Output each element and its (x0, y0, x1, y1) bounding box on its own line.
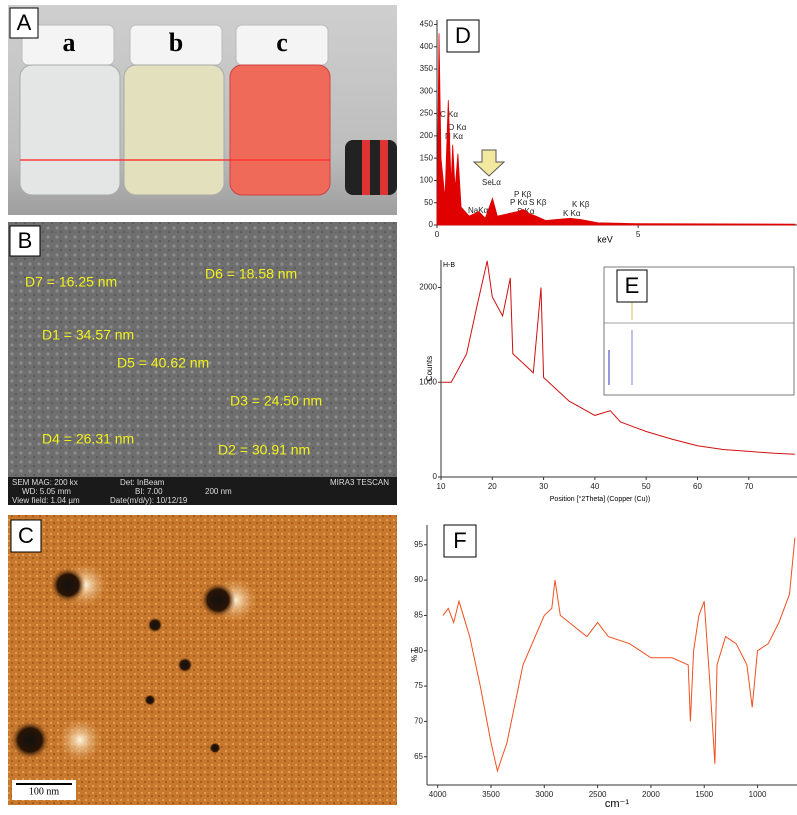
y-axis-label: Counts (425, 356, 434, 381)
x-axis-label: keV (597, 234, 613, 244)
y-tick-label: 95 (414, 540, 423, 549)
panel-label: A (17, 10, 32, 35)
y-tick-label: 0 (429, 220, 434, 229)
x-tick-label: 5 (636, 230, 641, 239)
sample-label: c (276, 28, 288, 57)
sem-info: WD: 5.05 mm (22, 487, 71, 496)
panel-label: C (18, 523, 34, 548)
y-tick-label: 65 (414, 752, 423, 761)
panel-label: D (455, 23, 471, 48)
sem-info: MIRA3 TESCAN (330, 478, 389, 487)
y-tick-label: 300 (420, 86, 434, 95)
x-tick-label: 10 (437, 482, 446, 491)
x-tick-label: 70 (744, 482, 753, 491)
peak-label: K Kβ (572, 200, 590, 209)
panel-tag: H-B (443, 262, 455, 269)
x-tick-label: 1500 (695, 790, 713, 799)
panel-a: A a b c (8, 5, 397, 215)
x-tick-label: 20 (488, 482, 497, 491)
x-tick-label: 3000 (535, 790, 553, 799)
measurement: D6 = 18.58 nm (205, 266, 297, 282)
x-tick-label: 40 (590, 482, 599, 491)
spectrum-area (437, 33, 795, 225)
panel-c: C 100 nm (8, 515, 397, 805)
x-tick-label: 0 (435, 230, 440, 239)
measurement: D1 = 34.57 nm (42, 327, 134, 343)
y-tick-label: 100 (420, 176, 434, 185)
peak-label: O Kα (448, 123, 467, 132)
x-tick-label: 4000 (429, 790, 447, 799)
y-tick-label: 250 (420, 109, 434, 118)
y-tick-label: 75 (414, 681, 423, 690)
scale-bar-label: 100 nm (29, 786, 60, 797)
y-tick-label: 85 (414, 611, 423, 620)
x-tick-label: 3500 (482, 790, 500, 799)
peak-label: K Kα (563, 209, 581, 218)
x-tick-label: 30 (539, 482, 548, 491)
x-axis-label: cm⁻¹ (605, 798, 629, 810)
y-tick-label: 0 (433, 472, 438, 481)
panel-d: D C Kα O Kα N Kα SeLα NaKα P Kβ P Kα S K… (420, 20, 797, 245)
y-tick-label: 200 (420, 131, 434, 140)
measurement: D4 = 26.31 nm (42, 431, 134, 447)
sem-info: SEM MAG: 200 kx (12, 478, 78, 487)
peak-label: SeLα (482, 178, 501, 187)
y-tick-label: 150 (420, 153, 434, 162)
x-axis-label: Position [°2Theta] (Copper (Cu)) (550, 495, 650, 503)
figure: A a b c B D7 = 16.25 nm D6 = 18.58 nm D1… (0, 0, 797, 810)
sem-info: BI: 7.00 (135, 487, 163, 496)
y-tick-label: 70 (414, 717, 423, 726)
y-tick-label: 450 (420, 20, 434, 29)
sem-info: Date(m/d/y): 10/12/19 (110, 496, 188, 505)
x-tick-label: 60 (693, 482, 702, 491)
spectrum-line (443, 538, 795, 771)
panel-label: B (18, 228, 33, 253)
sem-info: View field: 1.04 µm (12, 496, 80, 505)
peak-label: P Kα (510, 198, 528, 207)
y-tick-label: 400 (420, 42, 434, 51)
y-tick-label: 2000 (419, 283, 437, 292)
measurement: D3 = 24.50 nm (230, 393, 322, 409)
sem-info: Det: InBeam (120, 478, 165, 487)
x-tick-label: 50 (642, 482, 651, 491)
sem-info: 200 nm (205, 487, 232, 496)
y-tick-label: 350 (420, 64, 434, 73)
measurement: D7 = 16.25 nm (25, 274, 117, 290)
sample-label: a (63, 28, 76, 57)
peak-label: S Kβ (529, 198, 547, 207)
afm-image (8, 515, 397, 805)
measurement: D5 = 40.62 nm (117, 355, 209, 371)
x-tick-label: 1000 (749, 790, 767, 799)
y-tick-label: 50 (424, 198, 433, 207)
panel-label: E (625, 273, 640, 298)
sample-label: b (169, 28, 183, 57)
measurement: D2 = 30.91 nm (218, 442, 310, 458)
panel-label: F (453, 528, 466, 553)
panel-b: B D7 = 16.25 nm D6 = 18.58 nm D1 = 34.57… (8, 222, 397, 505)
x-tick-label: 2000 (642, 790, 660, 799)
y-tick-label: 90 (414, 575, 423, 584)
y-axis-label: % T (410, 648, 419, 662)
